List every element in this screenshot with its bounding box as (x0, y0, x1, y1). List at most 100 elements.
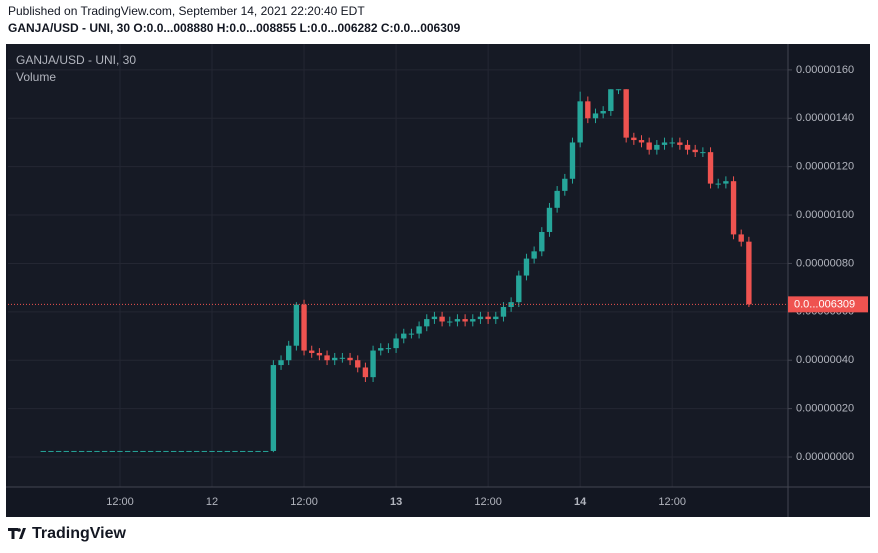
candle-body (178, 450, 185, 452)
x-tick-label: 12:00 (106, 496, 134, 508)
candle-body (700, 152, 706, 154)
candle-body (393, 338, 399, 349)
candle-body (201, 450, 208, 452)
candle-body (316, 352, 323, 356)
candle-body (600, 111, 606, 114)
candle-body (631, 137, 637, 141)
candle-body (470, 319, 476, 322)
candle-body (209, 450, 215, 452)
y-tick-label: 0.00000160 (796, 64, 854, 76)
candle-body (454, 319, 461, 322)
candle-body (332, 357, 338, 361)
candle-body (439, 316, 445, 322)
candle-body (431, 316, 438, 320)
candle-body (293, 304, 300, 346)
candle-body (684, 144, 691, 150)
candle-body (147, 450, 154, 452)
candles (8, 89, 788, 453)
candle-body (301, 304, 307, 351)
candle-body (715, 183, 721, 185)
candle-body (539, 231, 545, 252)
candle-body (109, 450, 115, 452)
symbol-legend: GANJA/USD - UNI, 30 O:0.0...008880 H:0.0… (8, 21, 461, 35)
candle-body (707, 152, 714, 184)
candle-body (63, 450, 69, 452)
candle-body (654, 144, 660, 150)
candle-body (493, 316, 499, 320)
candle-body (424, 319, 430, 327)
candle-body (278, 360, 284, 366)
x-tick-label: 13 (390, 496, 402, 508)
candle-body (255, 450, 261, 452)
candle-body (408, 333, 415, 335)
candle-body (523, 258, 530, 276)
y-tick-label: 0.00000000 (796, 451, 854, 463)
candle-body (355, 360, 361, 368)
x-tick-label: 12 (206, 496, 218, 508)
candle-body (370, 350, 376, 378)
candle-body (270, 365, 277, 451)
last-price-tag (788, 296, 868, 313)
chart-title: GANJA/USD - UNI, 30 (16, 53, 136, 67)
y-tick-label: 0.00000120 (796, 161, 854, 173)
brand-logo (8, 528, 26, 539)
candle-body (170, 450, 177, 452)
candle-body (638, 140, 645, 143)
candle-body (531, 251, 537, 259)
candle-body (401, 333, 407, 339)
y-tick-label: 0.00000140 (796, 112, 854, 124)
grid (8, 44, 788, 487)
plot-bg (8, 44, 788, 487)
y-tick-label: 0.00000040 (796, 354, 854, 366)
x-tick-label: 14 (574, 496, 587, 508)
candle-body (608, 89, 614, 112)
candle-body (677, 142, 683, 145)
candle-body (746, 241, 752, 305)
candle-body (477, 316, 484, 320)
candle-body (78, 450, 85, 452)
candle-body (224, 450, 231, 452)
candle-body (163, 450, 169, 452)
candle-body (247, 450, 254, 452)
volume-label: Volume (16, 70, 56, 84)
candle-body (232, 450, 238, 452)
candle-body (48, 450, 54, 452)
axes: 0.000000000.000000200.000000400.00000060… (106, 64, 868, 508)
y-tick-label: 0.00000080 (796, 257, 854, 269)
candle-body (577, 101, 583, 143)
candle-body (516, 275, 522, 303)
last-price-label: 0.0...006309 (794, 298, 855, 310)
candle-body (339, 357, 346, 359)
candle-body (263, 450, 269, 452)
candle-body (585, 101, 591, 119)
candle-body (132, 450, 138, 452)
candle-body (216, 450, 223, 452)
candle-body (462, 319, 468, 322)
x-tick-label: 12:00 (658, 496, 686, 508)
y-tick-label: 0.00000100 (796, 209, 854, 221)
candle-body (324, 355, 330, 361)
candle-body (416, 326, 422, 334)
candle-body (730, 181, 737, 235)
x-tick-label: 12:00 (474, 496, 502, 508)
candle-body (117, 450, 123, 452)
candle-body (646, 142, 652, 150)
candle-body (723, 181, 729, 184)
x-tick-label: 12:00 (290, 496, 318, 508)
candle-body (193, 450, 200, 452)
candle-body (155, 450, 162, 452)
brand-name: TradingView (32, 525, 127, 542)
candle-body (362, 367, 369, 378)
candle-body (485, 316, 491, 320)
candle-body (623, 89, 629, 138)
candle-body (140, 450, 146, 452)
candle-body (378, 348, 384, 351)
y-tick-label: 0.00000020 (796, 403, 854, 415)
candle-body (738, 234, 744, 242)
candle-body (55, 450, 62, 452)
candle-body (661, 142, 668, 145)
candle-body (385, 348, 392, 350)
candle-body (347, 357, 353, 361)
